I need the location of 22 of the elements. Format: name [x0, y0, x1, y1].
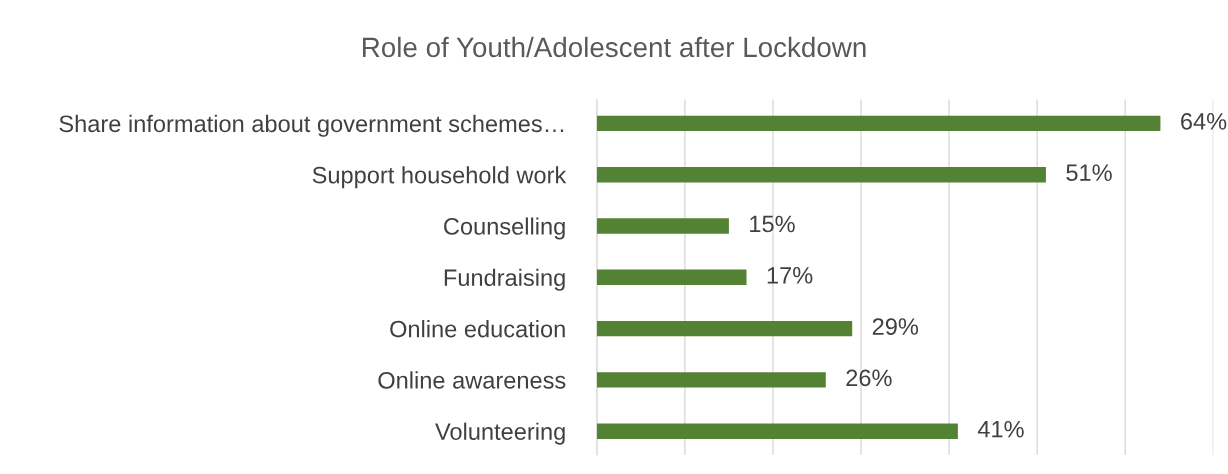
- y-tick-label: Online education: [390, 320, 565, 338]
- y-tick-label: Support household work: [312, 166, 567, 189]
- y-tick-label: Fundraising: [444, 268, 565, 291]
- bar: [596, 269, 747, 285]
- bar: [596, 320, 853, 337]
- y-tick-label: Share information about government schemes…: [59, 114, 564, 137]
- data-label: 64%: [1181, 113, 1227, 130]
- bar: [596, 423, 958, 439]
- bar: [596, 115, 1161, 132]
- data-label: 26%: [846, 369, 892, 387]
- y-tick-label: Volunteering: [435, 422, 565, 445]
- data-label: 29%: [872, 318, 919, 335]
- y-tick-label: Online awareness: [378, 371, 566, 389]
- data-label: 15%: [750, 215, 795, 233]
- y-tick-label: Counselling: [444, 217, 565, 240]
- data-label: 51%: [1066, 164, 1112, 182]
- data-label: 41%: [977, 420, 1024, 438]
- data-label: 17%: [767, 267, 813, 284]
- bar: [596, 372, 826, 388]
- bar: [596, 167, 1046, 183]
- chart-title: Role of Youth/Adolescent after Lockdown: [363, 36, 866, 58]
- bar: [596, 218, 729, 234]
